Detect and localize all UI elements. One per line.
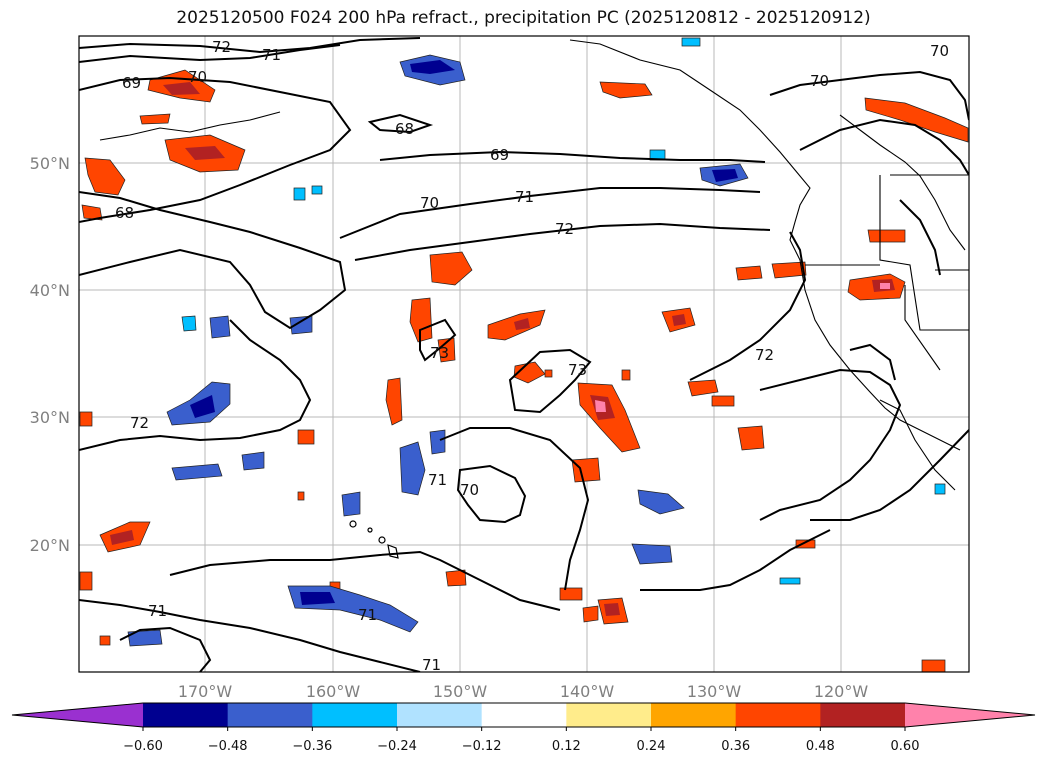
colorbar-segment (481, 703, 567, 727)
longitude-labels: 170°W 160°W 150°W 140°W 130°W 120°W (178, 682, 869, 701)
colorbar-segment (397, 703, 483, 727)
contour-label: 71 (262, 46, 281, 64)
colorbar (11, 702, 1036, 728)
lon-tick-label: 170°W (178, 682, 233, 701)
colorbar-tick-label: 0.24 (637, 739, 666, 754)
colorbar-extend-max (905, 703, 1035, 727)
lon-tick-label: 140°W (560, 682, 615, 701)
colorbar-tick-label: 0.12 (552, 739, 581, 754)
map-title: 2025120500 F024 200 hPa refract., precip… (176, 8, 871, 28)
lon-tick-label: 160°W (306, 682, 361, 701)
colorbar-segment (227, 703, 313, 727)
hawaii-islands (349, 520, 399, 559)
contour-label: 71 (428, 471, 447, 489)
map-background (79, 36, 969, 672)
contour-label: 73 (430, 344, 449, 362)
colorbar-tick-label: 0.36 (721, 739, 750, 754)
colorbar-extend-min (12, 703, 143, 727)
contour-label: 72 (555, 220, 574, 238)
map-frame (78, 35, 970, 673)
contour-label: 69 (490, 146, 509, 164)
colorbar-tick-label: −0.48 (208, 739, 248, 754)
contour-label: 71 (148, 602, 167, 620)
contour-label: 72 (130, 414, 149, 432)
colorbar-segment (312, 703, 398, 727)
colorbar-tick-label: −0.36 (292, 739, 332, 754)
colorbar-segment (820, 703, 906, 727)
colorbar-tick-label: 0.48 (806, 739, 835, 754)
gridlines (79, 36, 969, 672)
lon-tick-label: 130°W (687, 682, 742, 701)
contour-labels: 72 71 70 69 68 69 70 71 72 68 70 72 73 7… (115, 38, 949, 674)
contour-label: 72 (212, 38, 231, 56)
latitude-labels: 50°N 40°N 30°N 20°N (30, 154, 70, 555)
contour-label: 73 (568, 361, 587, 379)
contour-label: 72 (755, 346, 774, 364)
contour-label: 69 (122, 74, 141, 92)
contour-label: 70 (188, 68, 207, 86)
contour-label: 71 (358, 606, 377, 624)
precip-positive (79, 69, 969, 672)
lon-tick-label: 120°W (814, 682, 869, 701)
colorbar-segment (651, 703, 737, 727)
colorbar-tick-label: 0.60 (891, 739, 920, 754)
colorbar-tick-label: −0.12 (462, 739, 502, 754)
lat-tick-label: 50°N (30, 154, 70, 173)
lat-tick-label: 30°N (30, 408, 70, 427)
colorbar-tick-label: −0.24 (377, 739, 417, 754)
colorbar-labels: −0.60 −0.48 −0.36 −0.24 −0.12 0.12 0.24 0.36 0.4… (123, 727, 919, 754)
colorbar-segment (143, 703, 229, 727)
refractivity-contours (79, 37, 969, 672)
contour-label: 70 (810, 72, 829, 90)
contour-label: 70 (460, 481, 479, 499)
lat-tick-label: 40°N (30, 281, 70, 300)
colorbar-tick-label: −0.60 (123, 739, 163, 754)
lon-tick-label: 150°W (433, 682, 488, 701)
contour-label: 68 (395, 120, 414, 138)
contour-label: 71 (422, 656, 441, 674)
contour-label: 70 (930, 42, 949, 60)
colorbar-segment (566, 703, 652, 727)
contour-label: 70 (420, 194, 439, 212)
precip-negative (127, 37, 946, 647)
coastlines (99, 39, 969, 491)
contour-label: 68 (115, 204, 134, 222)
contour-label: 71 (515, 188, 534, 206)
colorbar-segment (735, 703, 821, 727)
lat-tick-label: 20°N (30, 536, 70, 555)
